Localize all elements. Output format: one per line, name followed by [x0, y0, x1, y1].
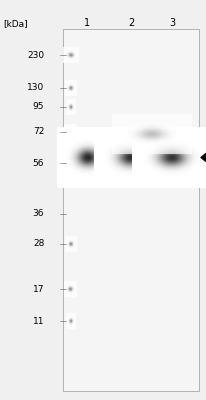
Text: 36: 36: [33, 210, 44, 218]
Text: 2: 2: [127, 18, 133, 28]
Text: 17: 17: [33, 285, 44, 294]
Text: 1: 1: [84, 18, 90, 28]
Polygon shape: [200, 148, 206, 168]
Text: 56: 56: [33, 159, 44, 168]
Text: 72: 72: [33, 127, 44, 136]
Text: 130: 130: [27, 84, 44, 92]
Bar: [62, 29, 199, 391]
Text: 3: 3: [168, 18, 174, 28]
Text: [kDa]: [kDa]: [4, 19, 28, 28]
Text: 11: 11: [33, 317, 44, 326]
Text: 230: 230: [27, 50, 44, 60]
Text: 95: 95: [33, 102, 44, 111]
Text: 28: 28: [33, 239, 44, 248]
